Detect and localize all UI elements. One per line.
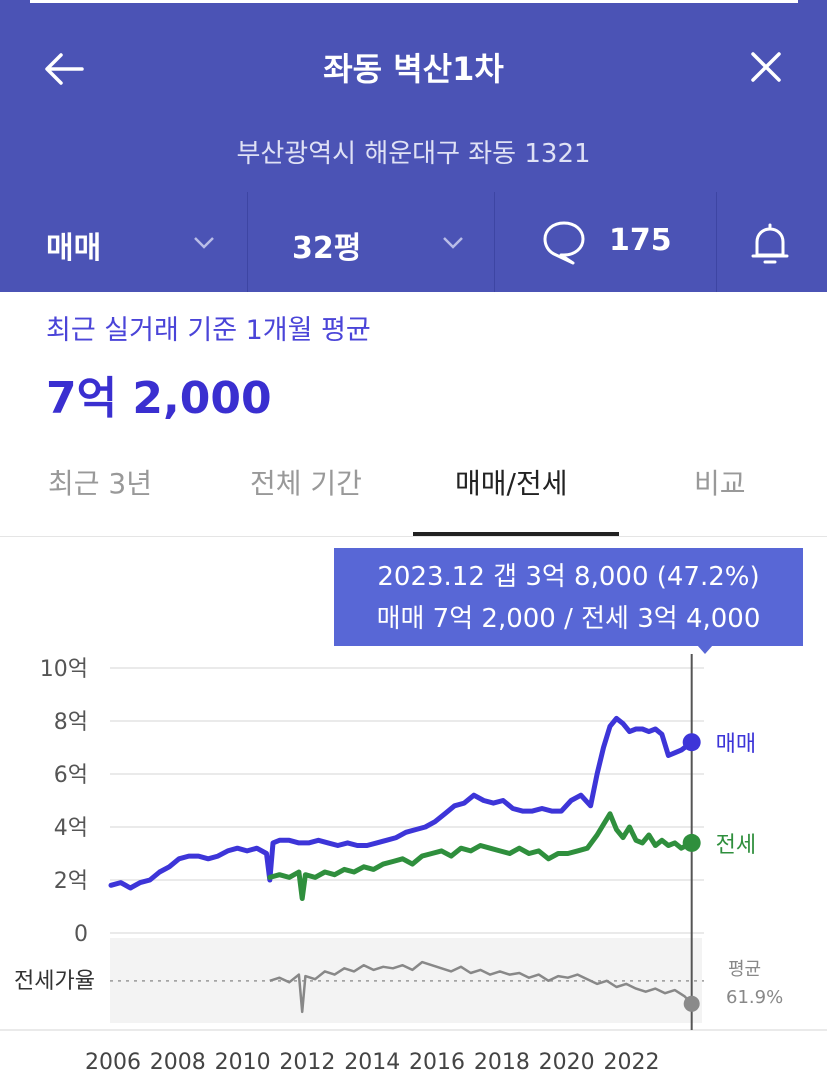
x-tick-label: 2006 <box>85 1050 141 1072</box>
tab-compare[interactable]: 비교 <box>694 467 746 500</box>
address: 부산광역시 해운대구 좌동 1321 <box>236 139 591 169</box>
y-tick-label: 0 <box>74 922 88 947</box>
series-end-marker <box>682 733 701 752</box>
tooltip-price-line: 매매 7억 2,000 / 전세 3억 4,000 <box>376 604 761 634</box>
trade-type-value: 매매 <box>46 231 102 266</box>
y-axis: 0 2억 4억 6억 8억 10억 <box>40 657 88 947</box>
size-value: 32평 <box>292 231 362 266</box>
x-tick-label: 2018 <box>474 1050 530 1072</box>
filter-row: 매매 32평 175 <box>0 192 827 292</box>
tabs-divider <box>0 536 827 537</box>
summary-price: 7억 2,000 <box>46 373 272 424</box>
ratio-avg-label: 평균 <box>728 959 761 980</box>
summary-label: 최근 실거래 기준 1개월 평균 <box>46 315 371 346</box>
tab-all-period[interactable]: 전체 기간 <box>250 467 362 500</box>
chevron-down-icon <box>443 237 463 249</box>
alarm-button[interactable] <box>717 192 827 292</box>
tab-sale-jeonse[interactable]: 매매/전세 <box>455 467 568 500</box>
x-tick-label: 2012 <box>279 1050 335 1072</box>
header: 좌동 벽산1차 부산광역시 해운대구 좌동 1321 매매 32평 175 <box>0 0 827 292</box>
speech-bubble-icon <box>543 221 585 265</box>
chart-tooltip: 2023.12 갭 3억 8,000 (47.2%) 매매 7억 2,000 /… <box>334 548 803 646</box>
ratio-avg-value: 61.9% <box>726 987 783 1008</box>
series-line-ratio <box>269 960 693 1014</box>
y-tick-label: 8억 <box>54 710 88 735</box>
x-tick-label: 2014 <box>344 1050 400 1072</box>
chart-grid <box>0 667 827 1031</box>
search-bar-edge <box>30 0 798 3</box>
series-label: 전세 <box>716 833 756 858</box>
y-tick-label: 4억 <box>54 816 88 841</box>
arrow-left-icon[interactable] <box>44 52 84 86</box>
series-end-marker <box>682 833 701 852</box>
x-axis: 2006 2008 2010 2012 2014 2016 2018 2020 2022 <box>85 1050 659 1072</box>
x-tick-label: 2010 <box>215 1050 271 1072</box>
active-tab-indicator <box>413 532 619 536</box>
y-tick-label: 10억 <box>40 657 88 682</box>
tooltip-pointer <box>697 645 713 654</box>
trade-type-select[interactable]: 매매 <box>0 192 248 292</box>
size-select[interactable]: 32평 <box>248 192 495 292</box>
x-tick-label: 2022 <box>603 1050 659 1072</box>
tooltip-gap-line: 2023.12 갭 3억 8,000 (47.2%) <box>377 562 760 592</box>
ratio-end-marker <box>683 995 700 1012</box>
comment-count: 175 <box>609 223 672 258</box>
x-tick-label: 2016 <box>409 1050 465 1072</box>
close-icon[interactable] <box>750 51 782 83</box>
x-tick-label: 2008 <box>150 1050 206 1072</box>
series-line-jeonse <box>267 811 695 901</box>
ratio-label: 전세가율 <box>14 969 95 994</box>
y-tick-label: 6억 <box>54 763 88 788</box>
y-tick-label: 2억 <box>54 869 88 894</box>
bell-icon <box>751 223 789 264</box>
comments-button[interactable]: 175 <box>495 192 717 292</box>
tab-recent-3y[interactable]: 최근 3년 <box>48 467 152 500</box>
x-tick-label: 2020 <box>539 1050 595 1072</box>
series-line-sale <box>108 715 695 891</box>
chevron-down-icon <box>194 237 214 249</box>
series-label: 매매 <box>716 732 756 757</box>
page-title: 좌동 벽산1차 <box>323 50 504 88</box>
